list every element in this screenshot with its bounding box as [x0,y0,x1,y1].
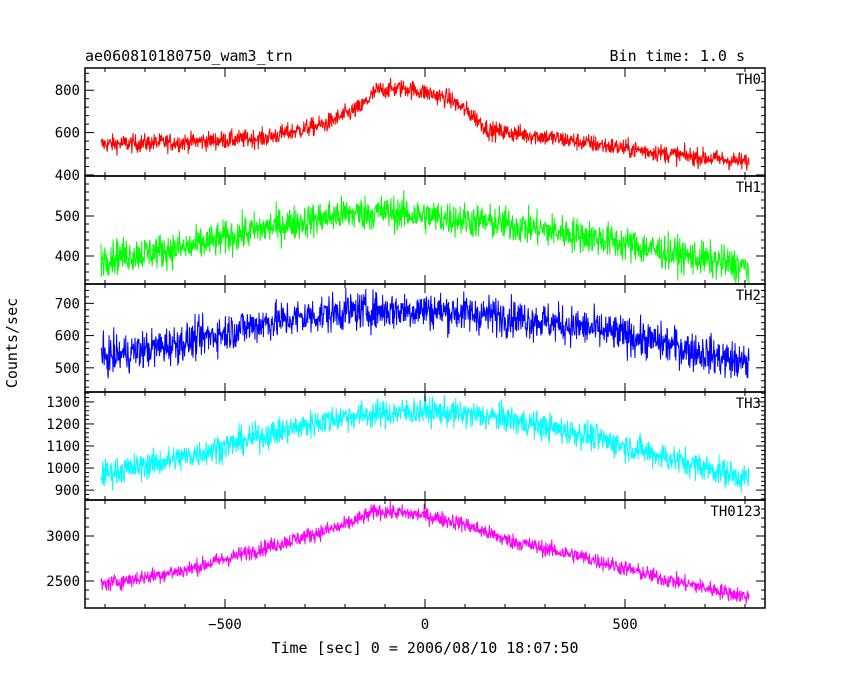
panel-label-th3: TH3 [736,396,761,412]
panel-label-th2: TH2 [736,288,761,304]
panel-th1: TH1 400 500 [55,175,766,285]
y-tick-label: 3000 [46,529,80,545]
y-tick-label: 2500 [46,574,80,590]
panel-label-th1: TH1 [736,180,761,196]
panel-th0123: TH0123 2500 3000 [46,499,766,609]
panel-frame [84,175,766,285]
y-tick-label: 700 [55,296,80,312]
panel-th0: TH0 400 600 800 [55,67,766,184]
y-tick-label: 800 [55,83,80,99]
y-tick-label: 900 [55,483,80,499]
panels-group: TH0 400 600 800 TH1 400 500 TH2 500 600 700 TH3 900 1… [46,67,766,633]
panel-label-th0: TH0 [736,72,761,88]
y-tick-label: 1000 [46,461,80,477]
x-tick-label: 500 [612,617,637,633]
y-tick-label: 1200 [46,417,80,433]
chart-title: ae060810180750_wam3_trn [85,47,293,65]
x-tick-label: 0 [421,617,429,633]
series-th0-line [100,77,750,171]
y-tick-label: 400 [55,249,80,265]
panel-label-th0123: TH0123 [710,504,761,520]
y-tick-label: 600 [55,126,80,142]
y-tick-label: 500 [55,361,80,377]
x-tick-label: −500 [208,617,242,633]
x-axis-label: Time [sec] 0 = 2006/08/10 18:07:50 [271,639,578,657]
series-th3-line [100,394,750,493]
series-th1-line [100,190,750,284]
y-tick-label: 500 [55,209,80,225]
series-th2-line [100,287,750,379]
bin-time-label: Bin time: 1.0 s [610,47,745,65]
y-axis-label: Counts/sec [3,298,21,388]
panel-th2: TH2 500 600 700 [55,283,766,393]
panel-frame [84,67,766,177]
y-tick-label: 400 [55,168,80,184]
series-th0123-line [100,500,750,605]
panel-th3: TH3 900 1000 1100 1200 1300 [46,391,766,501]
y-tick-label: 1300 [46,395,80,411]
y-tick-label: 600 [55,329,80,345]
y-tick-label: 1100 [46,439,80,455]
